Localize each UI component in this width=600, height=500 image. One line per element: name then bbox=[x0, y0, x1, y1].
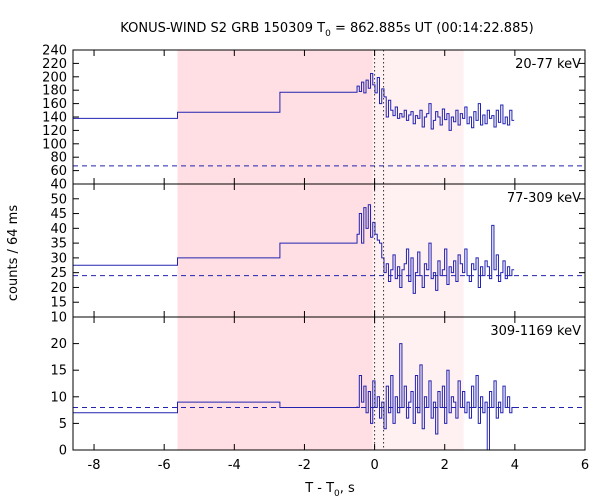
chart-title: KONUS-WIND S2 GRB 150309 T0 = 862.885s U… bbox=[120, 21, 533, 39]
y-tick-label: 10 bbox=[50, 311, 67, 326]
y-tick-label: 25 bbox=[50, 266, 67, 281]
y-tick-label: 140 bbox=[42, 111, 67, 126]
y-tick-label: 45 bbox=[50, 207, 67, 222]
x-tick-label: 6 bbox=[581, 458, 589, 473]
y-tick-label: 220 bbox=[42, 57, 67, 72]
y-tick-label: 20 bbox=[50, 337, 67, 352]
x-tick-label: 0 bbox=[370, 458, 378, 473]
y-tick-label: 20 bbox=[50, 281, 67, 296]
shaded-region-1 bbox=[177, 50, 373, 450]
x-tick-label: 2 bbox=[441, 458, 449, 473]
y-tick-label: 60 bbox=[50, 164, 67, 179]
y-tick-label: 240 bbox=[42, 44, 67, 59]
trigger-markers bbox=[374, 50, 385, 450]
y-tick-label: 15 bbox=[50, 364, 67, 379]
y-tick-label: 160 bbox=[42, 97, 67, 112]
y-tick-label: 0 bbox=[59, 444, 67, 459]
y-tick-label: 100 bbox=[42, 137, 67, 152]
y-tick-label: 10 bbox=[50, 390, 67, 405]
series-line-2 bbox=[73, 204, 515, 294]
y-tick-label: 35 bbox=[50, 237, 67, 252]
y-tick-label: 15 bbox=[50, 296, 67, 311]
series-line-1 bbox=[73, 72, 515, 131]
x-tick-label: -2 bbox=[298, 458, 311, 473]
x-axis-title: T - T0, s bbox=[304, 481, 355, 499]
y-tick-label: 200 bbox=[42, 70, 67, 85]
band-label-1: 20-77 keV bbox=[515, 57, 581, 72]
panel-frame-3 bbox=[72, 316, 586, 451]
y-tick-label: 120 bbox=[42, 124, 67, 139]
y-tick-label: 30 bbox=[50, 251, 67, 266]
x-tick-label: 4 bbox=[511, 458, 519, 473]
y-axis-title: counts / 64 ms bbox=[6, 205, 21, 301]
x-tick-label: -4 bbox=[228, 458, 241, 473]
axis-ticks: 4060801001201401601802002202401015202530… bbox=[42, 44, 589, 474]
count-series bbox=[73, 72, 515, 451]
x-tick-label: -8 bbox=[88, 458, 101, 473]
x-tick-label: -6 bbox=[158, 458, 171, 473]
band-label-2: 77-309 keV bbox=[507, 191, 581, 206]
y-tick-label: 180 bbox=[42, 84, 67, 99]
y-tick-label: 5 bbox=[59, 417, 67, 432]
band-label-3: 309-1169 keV bbox=[490, 324, 581, 339]
series-line-3 bbox=[73, 343, 515, 451]
y-tick-label: 40 bbox=[50, 178, 67, 193]
y-tick-label: 50 bbox=[50, 192, 67, 207]
y-tick-label: 80 bbox=[50, 151, 67, 166]
y-tick-label: 40 bbox=[50, 222, 67, 237]
